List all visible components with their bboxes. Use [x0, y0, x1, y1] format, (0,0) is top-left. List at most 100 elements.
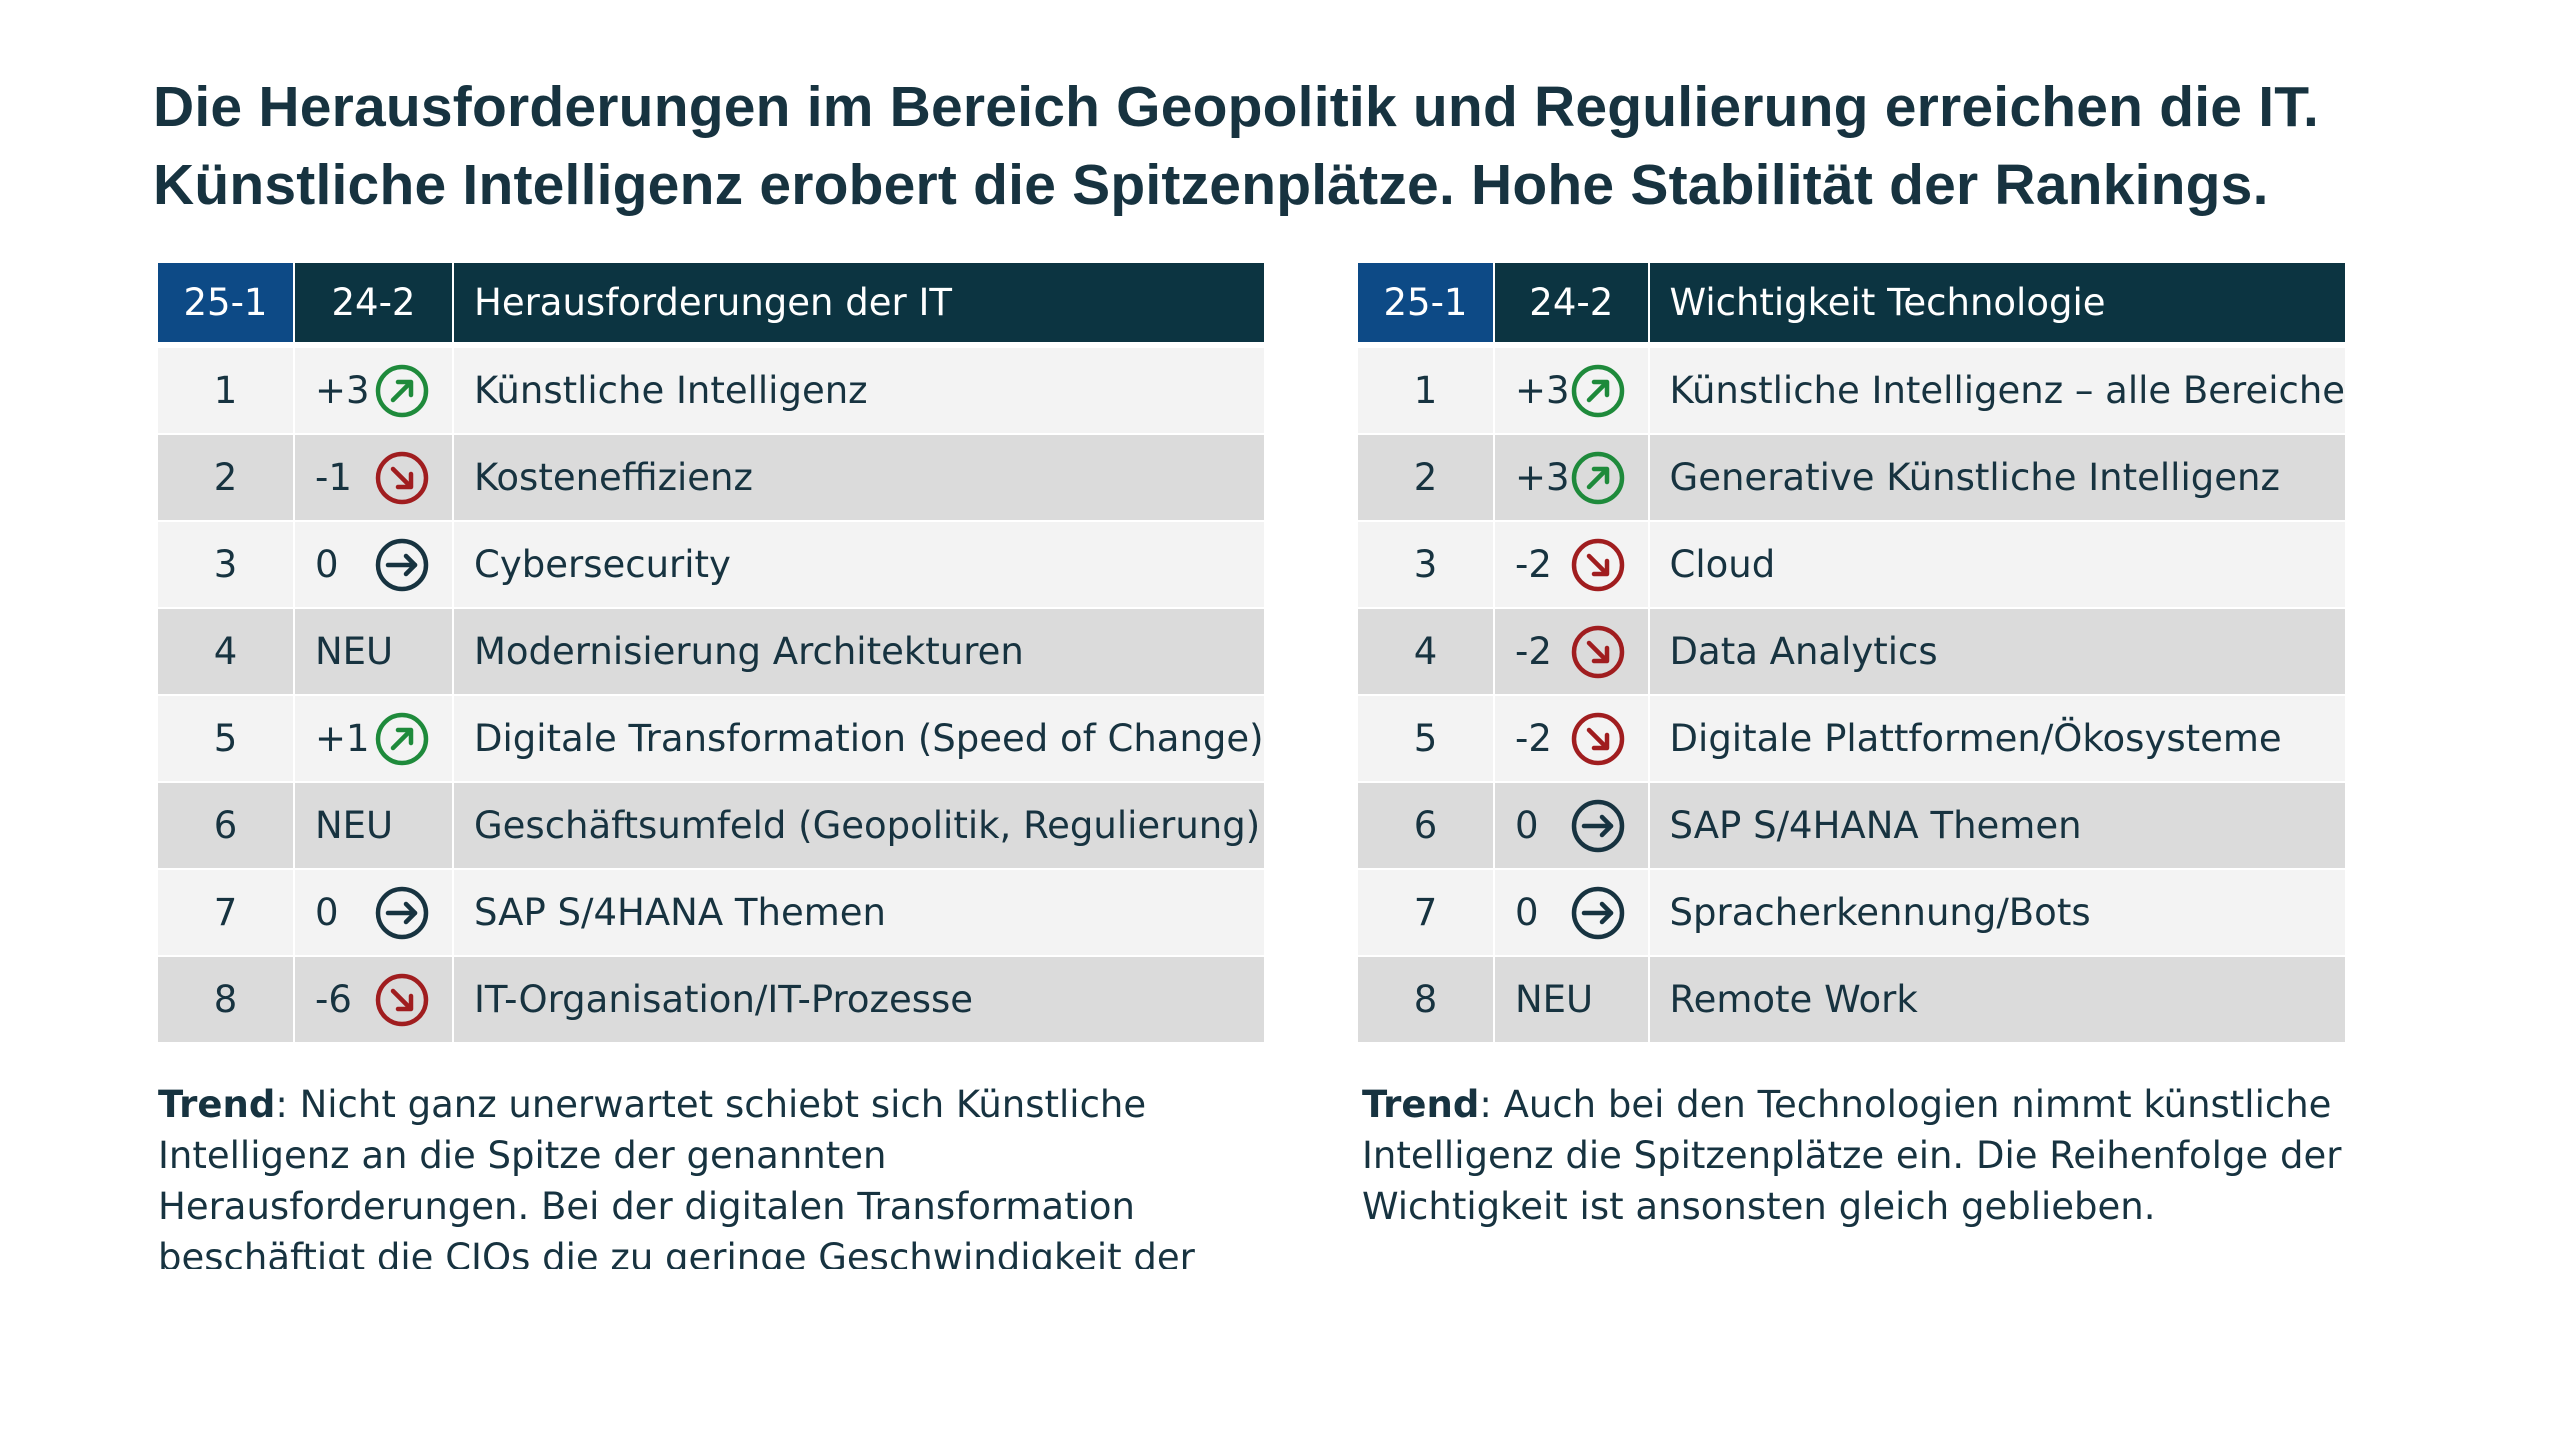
table-row: 5 +1 Digitale Transformation (Speed of Cha… — [158, 696, 1264, 783]
arrow-up-right-icon — [1570, 450, 1626, 506]
change-cell: NEU — [295, 609, 454, 696]
change-value: +3 — [1515, 369, 1570, 412]
column-header-change: 24-2 — [295, 263, 454, 348]
change-value: 0 — [1515, 804, 1539, 847]
change-value: 0 — [315, 891, 339, 934]
change-cell: +3 — [295, 348, 454, 435]
change-value: NEU — [315, 804, 394, 847]
rank-cell: 8 — [1358, 957, 1495, 1044]
topic-cell: Künstliche Intelligenz – alle Bereiche — [1649, 348, 2346, 435]
arrow-down-right-icon — [374, 972, 430, 1028]
table-row: 7 0 Spracherkennung/Bots — [1358, 870, 2346, 957]
rank-cell: 4 — [1358, 609, 1495, 696]
arrow-right-icon — [1570, 885, 1626, 941]
change-cell: NEU — [295, 783, 454, 870]
arrow-up-right-icon — [374, 363, 430, 419]
challenges-table: 25-1 24-2 Herausforderungen der IT 1 +3 Kü… — [158, 263, 1264, 1044]
topic-cell: Digitale Plattformen/Ökosysteme — [1649, 696, 2346, 783]
trend-text: : Nicht ganz unerwartet schiebt sich Kün… — [158, 1083, 1195, 1269]
change-value: -2 — [1515, 630, 1552, 673]
change-value: +3 — [1515, 456, 1570, 499]
title-line-1: Die Herausforderungen im Bereich Geopoli… — [153, 75, 2319, 139]
change-value: 0 — [315, 543, 339, 586]
table-header-row: 25-1 24-2 Herausforderungen der IT — [158, 263, 1264, 348]
table-header-row: 25-1 24-2 Wichtigkeit Technologie — [1358, 263, 2346, 348]
technology-table: 25-1 24-2 Wichtigkeit Technologie 1 +3 Kün… — [1358, 263, 2346, 1044]
change-value: NEU — [1515, 978, 1594, 1021]
change-cell: -2 — [1495, 522, 1650, 609]
rank-cell: 1 — [158, 348, 295, 435]
change-value: 0 — [1515, 891, 1539, 934]
topic-cell: Künstliche Intelligenz — [454, 348, 1264, 435]
rank-cell: 2 — [1358, 435, 1495, 522]
topic-cell: Geschäftsumfeld (Geopolitik, Regulierung… — [454, 783, 1264, 870]
rank-cell: 5 — [1358, 696, 1495, 783]
rank-cell: 8 — [158, 957, 295, 1044]
topic-cell: SAP S/4HANA Themen — [1649, 783, 2346, 870]
topic-cell: Digitale Transformation (Speed of Change… — [454, 696, 1264, 783]
topic-cell: Cybersecurity — [454, 522, 1264, 609]
change-cell: 0 — [1495, 783, 1650, 870]
trend-note-challenges: Trend: Nicht ganz unerwartet schiebt sic… — [158, 1079, 1198, 1269]
trend-label: Trend — [158, 1083, 276, 1126]
change-cell: 0 — [295, 522, 454, 609]
arrow-right-icon — [374, 537, 430, 593]
change-cell: -2 — [1495, 609, 1650, 696]
rank-cell: 6 — [1358, 783, 1495, 870]
table-row: 5 -2 Digitale Plattformen/Ökosysteme — [1358, 696, 2346, 783]
page-title: Die Herausforderungen im Bereich Geopoli… — [153, 68, 2453, 224]
change-cell: -2 — [1495, 696, 1650, 783]
table-row: 4 NEU Modernisierung Architekturen — [158, 609, 1264, 696]
change-cell: +1 — [295, 696, 454, 783]
arrow-down-right-icon — [374, 450, 430, 506]
table-row: 1 +3 Künstliche Intelligenz — [158, 348, 1264, 435]
change-cell: +3 — [1495, 348, 1650, 435]
arrow-down-right-icon — [1570, 624, 1626, 680]
change-cell: NEU — [1495, 957, 1650, 1044]
trend-note-technology: Trend: Auch bei den Technologien nimmt k… — [1362, 1079, 2362, 1239]
table-row: 6 0 SAP S/4HANA Themen — [1358, 783, 2346, 870]
column-header-change: 24-2 — [1495, 263, 1650, 348]
table-row: 2 +3 Generative Künstliche Intelligenz — [1358, 435, 2346, 522]
rank-cell: 4 — [158, 609, 295, 696]
table-row: 4 -2 Data Analytics — [1358, 609, 2346, 696]
rank-cell: 7 — [1358, 870, 1495, 957]
topic-cell: SAP S/4HANA Themen — [454, 870, 1264, 957]
rank-cell: 3 — [158, 522, 295, 609]
trend-label: Trend — [1362, 1083, 1480, 1126]
arrow-up-right-icon — [1570, 363, 1626, 419]
change-cell: +3 — [1495, 435, 1650, 522]
rank-cell: 1 — [1358, 348, 1495, 435]
table-row: 2 -1 Kosteneffizienz — [158, 435, 1264, 522]
change-cell: -6 — [295, 957, 454, 1044]
change-value: -6 — [315, 978, 352, 1021]
table-body: 1 +3 Künstliche Intelligenz – alle Bereich… — [1358, 348, 2346, 1044]
change-value: NEU — [315, 630, 394, 673]
topic-cell: Data Analytics — [1649, 609, 2346, 696]
table-row: 3 -2 Cloud — [1358, 522, 2346, 609]
change-value: -2 — [1515, 717, 1552, 760]
topic-cell: Kosteneffizienz — [454, 435, 1264, 522]
arrow-right-icon — [1570, 798, 1626, 854]
rank-cell: 2 — [158, 435, 295, 522]
column-header-rank: 25-1 — [1358, 263, 1495, 348]
rank-cell: 3 — [1358, 522, 1495, 609]
table-row: 8 NEU Remote Work — [1358, 957, 2346, 1044]
change-value: -1 — [315, 456, 352, 499]
title-line-2: Künstliche Intelligenz erobert die Spitz… — [153, 153, 2269, 217]
column-header-topic: Herausforderungen der IT — [454, 263, 1264, 348]
table-row: 1 +3 Künstliche Intelligenz – alle Bereich… — [1358, 348, 2346, 435]
trend-text: : Auch bei den Technologien nimmt künstl… — [1362, 1083, 2342, 1228]
column-header-rank: 25-1 — [158, 263, 295, 348]
table-body: 1 +3 Künstliche Intelligenz 2 -1 Kosteneffizi… — [158, 348, 1264, 1044]
arrow-up-right-icon — [374, 711, 430, 767]
arrow-right-icon — [374, 885, 430, 941]
topic-cell: Modernisierung Architekturen — [454, 609, 1264, 696]
topic-cell: IT-Organisation/IT-Prozesse — [454, 957, 1264, 1044]
rank-cell: 5 — [158, 696, 295, 783]
change-cell: 0 — [1495, 870, 1650, 957]
table-row: 8 -6 IT-Organisation/IT-Prozesse — [158, 957, 1264, 1044]
arrow-down-right-icon — [1570, 711, 1626, 767]
rank-cell: 7 — [158, 870, 295, 957]
topic-cell: Spracherkennung/Bots — [1649, 870, 2346, 957]
